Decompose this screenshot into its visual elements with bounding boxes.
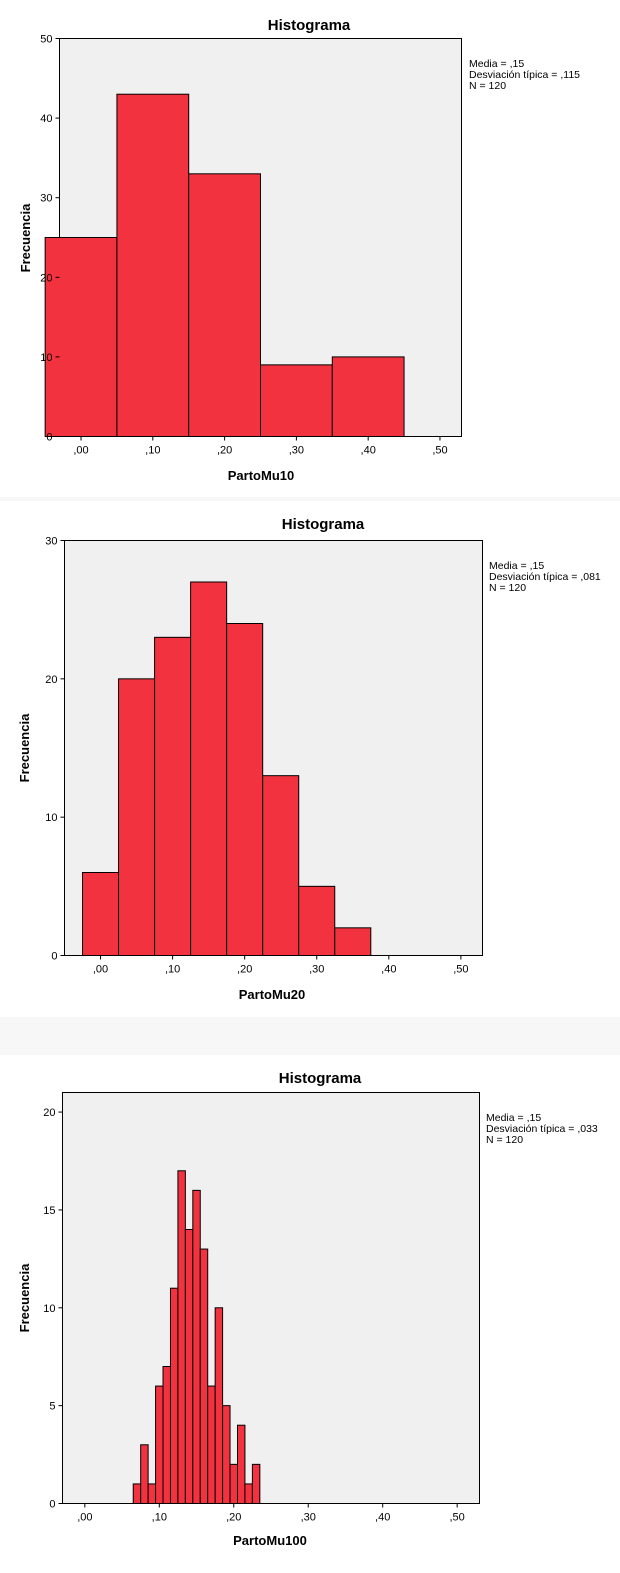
y-tick-label: 30 — [45, 536, 57, 548]
x-tick-label: ,30 — [289, 445, 304, 457]
histogram-bar — [207, 1385, 216, 1505]
x-tick-label: ,30 — [309, 964, 324, 976]
y-axis-label: Frecuencia — [17, 1263, 32, 1332]
histogram-bar — [154, 636, 192, 956]
histogram-panel-2: Histograma 0 10 20 30 ,00 ,10 ,20 ,30 ,40 ,50 Fr… — [0, 501, 620, 1017]
x-tick-label: ,50 — [450, 1512, 465, 1524]
histogram-bar — [331, 356, 405, 437]
stats-n: N = 120 — [489, 582, 526, 594]
histogram-chart-3: Histograma 0 5 10 15 20 ,00 ,10 ,20 ,30 ,40 ,50 F… — [17, 1070, 598, 1548]
histogram-bar — [192, 1189, 201, 1504]
histogram-bar — [334, 927, 372, 957]
stats-mean: Media = ,15 — [489, 560, 544, 572]
y-tick-label: 30 — [40, 193, 52, 205]
y-tick-label: 5 — [49, 1401, 55, 1413]
y-axis-label: Frecuencia — [17, 713, 32, 782]
x-tick-label: ,40 — [375, 1512, 390, 1524]
histogram-bar — [155, 1385, 164, 1505]
y-tick-label: 20 — [45, 674, 57, 686]
histogram-bar — [169, 1287, 179, 1504]
stats-mean: Media = ,15 — [469, 58, 524, 70]
x-tick-label: ,10 — [152, 1512, 167, 1524]
x-tick-label: ,50 — [453, 964, 468, 976]
histogram-bar — [44, 237, 118, 437]
x-tick-label: ,10 — [145, 445, 160, 457]
histogram-bar — [260, 364, 333, 437]
panel-separator — [0, 1017, 620, 1055]
histogram-bar — [244, 1483, 253, 1504]
stats-box: Media = ,15 Desviación típica = ,115 N =… — [469, 58, 580, 92]
plot-area — [62, 1092, 480, 1504]
x-tick-label: ,20 — [217, 445, 232, 457]
histogram-bar — [118, 678, 156, 956]
histogram-bar — [199, 1248, 209, 1504]
histogram-bar — [298, 885, 336, 957]
x-tick-label: ,00 — [77, 1512, 92, 1524]
x-tick-label: ,20 — [226, 1512, 241, 1524]
y-tick-label: 10 — [45, 812, 57, 824]
y-tick-label: 10 — [43, 1303, 55, 1315]
y-tick-label: 20 — [40, 272, 52, 284]
x-tick-label: ,50 — [432, 445, 447, 457]
y-tick-label: 0 — [46, 432, 52, 444]
x-axis-label: PartoMu10 — [228, 468, 294, 483]
histogram-bar — [214, 1307, 224, 1504]
histogram-bar — [226, 623, 264, 956]
y-tick-label: 40 — [40, 113, 52, 125]
histogram-chart-2: Histograma 0 10 20 30 ,00 ,10 ,20 ,30 ,40 ,50 Fr… — [17, 516, 601, 1002]
x-tick-label: ,00 — [73, 445, 88, 457]
histogram-bar — [147, 1483, 157, 1504]
stats-mean: Media = ,15 — [486, 1112, 541, 1124]
histogram-bar — [236, 1424, 246, 1505]
x-axis-label: PartoMu20 — [239, 987, 305, 1002]
y-tick-label: 0 — [49, 1499, 55, 1511]
histogram-bar — [229, 1463, 238, 1505]
y-tick-label: 10 — [40, 352, 52, 364]
stats-box: Media = ,15 Desviación típica = ,033 N =… — [486, 1112, 598, 1146]
histogram-bar — [177, 1170, 186, 1505]
y-tick-label: 0 — [51, 951, 57, 963]
x-tick-label: ,40 — [381, 964, 396, 976]
y-tick-label: 15 — [43, 1205, 55, 1217]
stats-box: Media = ,15 Desviación típica = ,081 N =… — [489, 560, 601, 594]
x-axis-label: PartoMu100 — [233, 1533, 307, 1548]
histogram-bar — [222, 1405, 231, 1504]
histogram-bar — [184, 1229, 194, 1504]
y-tick-label: 20 — [43, 1107, 55, 1119]
histogram-bar — [251, 1463, 261, 1505]
stats-n: N = 120 — [486, 1134, 523, 1146]
chart-title: Histograma — [282, 516, 365, 533]
histogram-bar — [190, 581, 228, 956]
histogram-bar — [132, 1483, 142, 1504]
chart-title: Histograma — [279, 1070, 362, 1087]
histogram-bar — [82, 872, 120, 956]
histogram-bar — [188, 173, 261, 437]
x-tick-label: ,10 — [165, 964, 180, 976]
stats-std: Desviación típica = ,081 — [489, 571, 601, 583]
histogram-bar — [116, 93, 190, 437]
x-tick-label: ,40 — [361, 445, 376, 457]
y-axis-label: Frecuencia — [18, 203, 33, 272]
chart-title: Histograma — [268, 17, 351, 34]
histogram-chart-1: Histograma 0 10 20 30 40 50 ,00 ,10 ,20 ,30 ,40 ,5… — [18, 17, 580, 483]
x-tick-label: ,20 — [237, 964, 252, 976]
histogram-bar — [162, 1366, 171, 1504]
histogram-bar — [262, 775, 300, 956]
stats-std: Desviación típica = ,115 — [469, 69, 580, 81]
histogram-bar — [140, 1444, 149, 1504]
x-tick-label: ,00 — [93, 964, 108, 976]
stats-std: Desviación típica = ,033 — [486, 1123, 598, 1135]
histogram-panel-3: Histograma 0 5 10 15 20 ,00 ,10 ,20 ,30 ,40 ,50 F… — [0, 1055, 620, 1573]
panel-separator — [0, 497, 620, 501]
y-tick-label: 50 — [40, 34, 52, 46]
stats-n: N = 120 — [469, 80, 506, 92]
histogram-panel-1: Histograma 0 10 20 30 40 50 ,00 ,10 ,20 ,30 ,40 ,5… — [0, 0, 620, 497]
x-tick-label: ,30 — [301, 1512, 316, 1524]
